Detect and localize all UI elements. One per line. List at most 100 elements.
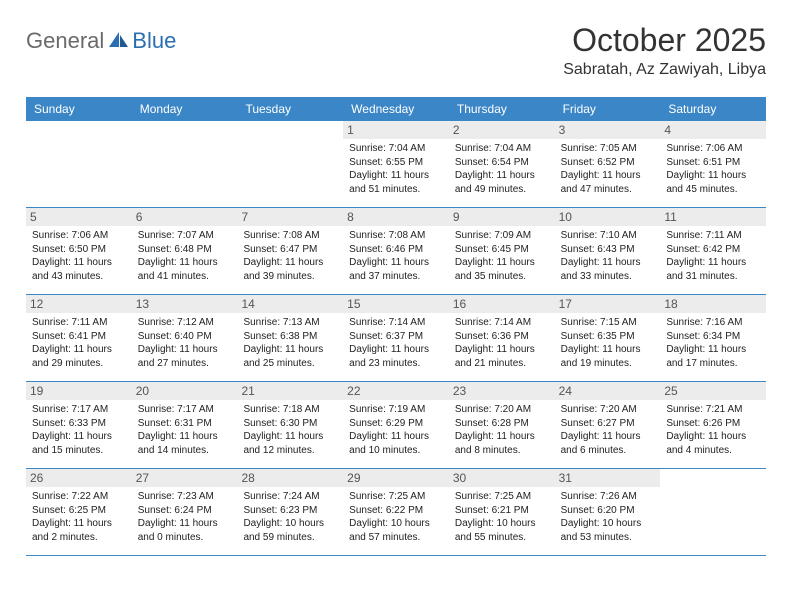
daylight-text-1: Daylight: 10 hours [349,517,443,531]
daylight-text-2: and 31 minutes. [666,270,760,284]
weekday-header-cell: Sunday [26,97,132,121]
calendar-day-cell: 25Sunrise: 7:21 AMSunset: 6:26 PMDayligh… [660,382,766,468]
sunrise-text: Sunrise: 7:13 AM [243,316,337,330]
sunset-text: Sunset: 6:24 PM [138,504,232,518]
sunrise-text: Sunrise: 7:04 AM [455,142,549,156]
daylight-text-1: Daylight: 11 hours [666,169,760,183]
daylight-text-1: Daylight: 11 hours [349,430,443,444]
calendar-day-cell: 21Sunrise: 7:18 AMSunset: 6:30 PMDayligh… [237,382,343,468]
day-number: 30 [449,469,555,487]
sunset-text: Sunset: 6:41 PM [32,330,126,344]
sunset-text: Sunset: 6:50 PM [32,243,126,257]
weekday-header-cell: Tuesday [237,97,343,121]
sunrise-text: Sunrise: 7:04 AM [349,142,443,156]
sunset-text: Sunset: 6:22 PM [349,504,443,518]
calendar-day-cell: 8Sunrise: 7:08 AMSunset: 6:46 PMDaylight… [343,208,449,294]
daylight-text-1: Daylight: 11 hours [561,430,655,444]
sunrise-text: Sunrise: 7:15 AM [561,316,655,330]
day-number: 18 [660,295,766,313]
daylight-text-1: Daylight: 11 hours [666,343,760,357]
daylight-text-1: Daylight: 11 hours [138,517,232,531]
calendar-day-cell: 19Sunrise: 7:17 AMSunset: 6:33 PMDayligh… [26,382,132,468]
calendar-grid: SundayMondayTuesdayWednesdayThursdayFrid… [26,97,766,556]
sunset-text: Sunset: 6:54 PM [455,156,549,170]
daylight-text-2: and 41 minutes. [138,270,232,284]
day-number: 5 [26,208,132,226]
calendar-week-row: 1Sunrise: 7:04 AMSunset: 6:55 PMDaylight… [26,121,766,208]
sunset-text: Sunset: 6:36 PM [455,330,549,344]
calendar-week-row: 26Sunrise: 7:22 AMSunset: 6:25 PMDayligh… [26,469,766,556]
sunset-text: Sunset: 6:42 PM [666,243,760,257]
day-number: 9 [449,208,555,226]
calendar-day-cell: 26Sunrise: 7:22 AMSunset: 6:25 PMDayligh… [26,469,132,555]
daylight-text-2: and 17 minutes. [666,357,760,371]
sunset-text: Sunset: 6:33 PM [32,417,126,431]
sunrise-text: Sunrise: 7:20 AM [455,403,549,417]
daylight-text-2: and 10 minutes. [349,444,443,458]
title-block: October 2025 Sabratah, Az Zawiyah, Libya [563,22,766,79]
day-number: 27 [132,469,238,487]
sunset-text: Sunset: 6:23 PM [243,504,337,518]
daylight-text-1: Daylight: 10 hours [243,517,337,531]
sunrise-text: Sunrise: 7:23 AM [138,490,232,504]
weekday-header-cell: Saturday [660,97,766,121]
daylight-text-1: Daylight: 11 hours [561,256,655,270]
logo: General Blue [26,22,176,54]
sunset-text: Sunset: 6:52 PM [561,156,655,170]
daylight-text-2: and 57 minutes. [349,531,443,545]
sunrise-text: Sunrise: 7:06 AM [32,229,126,243]
day-number: 16 [449,295,555,313]
sunrise-text: Sunrise: 7:25 AM [349,490,443,504]
daylight-text-1: Daylight: 11 hours [666,256,760,270]
sunrise-text: Sunrise: 7:08 AM [349,229,443,243]
sunrise-text: Sunrise: 7:05 AM [561,142,655,156]
day-number: 14 [237,295,343,313]
sunrise-text: Sunrise: 7:17 AM [32,403,126,417]
daylight-text-1: Daylight: 11 hours [561,343,655,357]
day-number: 17 [555,295,661,313]
daylight-text-2: and 29 minutes. [32,357,126,371]
sunrise-text: Sunrise: 7:11 AM [32,316,126,330]
daylight-text-2: and 21 minutes. [455,357,549,371]
weekday-header-row: SundayMondayTuesdayWednesdayThursdayFrid… [26,97,766,121]
sunset-text: Sunset: 6:29 PM [349,417,443,431]
daylight-text-2: and 51 minutes. [349,183,443,197]
sunset-text: Sunset: 6:25 PM [32,504,126,518]
day-number: 23 [449,382,555,400]
day-number: 12 [26,295,132,313]
daylight-text-2: and 43 minutes. [32,270,126,284]
daylight-text-2: and 4 minutes. [666,444,760,458]
sunrise-text: Sunrise: 7:10 AM [561,229,655,243]
sunrise-text: Sunrise: 7:20 AM [561,403,655,417]
day-number: 25 [660,382,766,400]
sunset-text: Sunset: 6:48 PM [138,243,232,257]
sunrise-text: Sunrise: 7:18 AM [243,403,337,417]
daylight-text-2: and 39 minutes. [243,270,337,284]
sunset-text: Sunset: 6:28 PM [455,417,549,431]
sunset-text: Sunset: 6:47 PM [243,243,337,257]
logo-sail-icon [108,31,130,49]
day-number: 26 [26,469,132,487]
weekday-header-cell: Monday [132,97,238,121]
daylight-text-1: Daylight: 11 hours [349,343,443,357]
daylight-text-1: Daylight: 11 hours [349,256,443,270]
day-number: 28 [237,469,343,487]
daylight-text-2: and 2 minutes. [32,531,126,545]
calendar-week-row: 5 Sunrise: 7:06 AMSunset: 6:50 PM Daylight… [26,208,766,295]
daylight-text-1: Daylight: 11 hours [32,517,126,531]
calendar-week-row: 12 Sunrise: 7:11 AMSunset: 6:41 PM Dayligh… [26,295,766,382]
sunrise-text: Sunrise: 7:11 AM [666,229,760,243]
day-number: 31 [555,469,661,487]
calendar-day-cell: 15Sunrise: 7:14 AMSunset: 6:37 PMDayligh… [343,295,449,381]
daylight-text-1: Daylight: 10 hours [561,517,655,531]
sunrise-text: Sunrise: 7:08 AM [243,229,337,243]
day-number: 8 [343,208,449,226]
calendar-day-cell: 17Sunrise: 7:15 AMSunset: 6:35 PMDayligh… [555,295,661,381]
calendar-day-cell: 23Sunrise: 7:20 AMSunset: 6:28 PMDayligh… [449,382,555,468]
sunset-text: Sunset: 6:51 PM [666,156,760,170]
calendar-day-cell: 22Sunrise: 7:19 AMSunset: 6:29 PMDayligh… [343,382,449,468]
calendar-blank-cell [237,121,343,207]
weeks-container: 1Sunrise: 7:04 AMSunset: 6:55 PMDaylight… [26,121,766,556]
day-number: 19 [26,382,132,400]
sunset-text: Sunset: 6:26 PM [666,417,760,431]
